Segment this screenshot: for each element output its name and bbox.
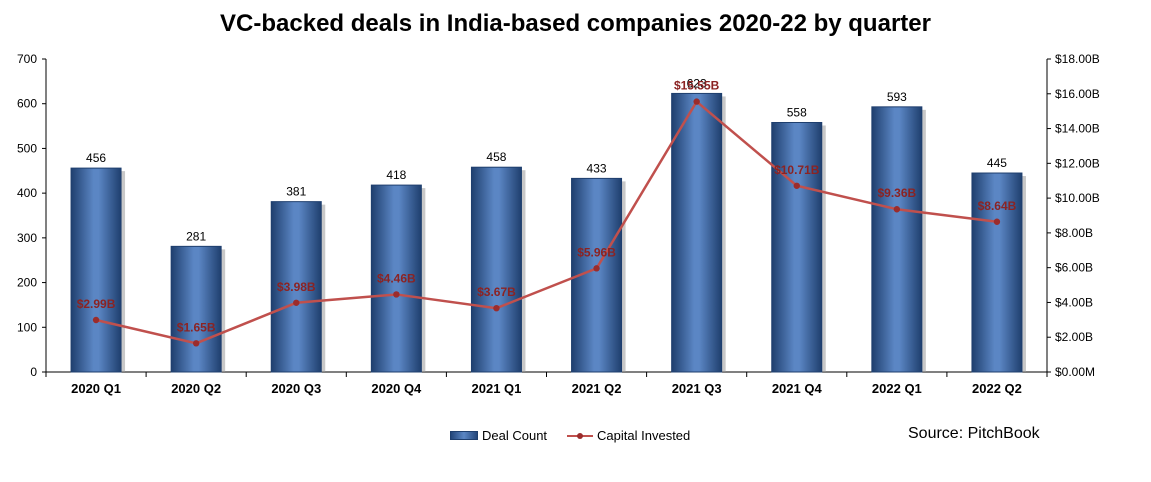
- line-value-label: $5.96B: [577, 245, 616, 259]
- x-tick-label: 2020 Q1: [71, 381, 121, 396]
- data-labels: 456 281 381 418 458 433 623 558 593 445 $2.99B $1.6…: [77, 76, 1017, 334]
- y-left-tick-label: 500: [17, 141, 37, 155]
- y-left-tick-label: 100: [17, 320, 37, 334]
- line-value-label: $3.67B: [477, 285, 516, 299]
- x-tick-label: 2022 Q1: [872, 381, 922, 396]
- y-right-tick-label: $12.00B: [1055, 156, 1100, 170]
- bar-value-label: 456: [86, 151, 106, 165]
- x-tick-label: 2022 Q2: [972, 381, 1022, 396]
- line-value-label: $10.71B: [774, 163, 820, 177]
- x-tick-label: 2020 Q2: [171, 381, 221, 396]
- y-right-tick-label: $0.00M: [1055, 365, 1095, 379]
- line-point: [493, 304, 500, 312]
- x-tick-label: 2021 Q4: [772, 381, 823, 396]
- line-value-label: $9.36B: [877, 186, 916, 200]
- line-value-label: $8.64B: [978, 199, 1017, 213]
- y-right-tick-label: $10.00B: [1055, 191, 1100, 205]
- y-right-tick-label: $2.00B: [1055, 330, 1093, 344]
- y-right-tick-label: $8.00B: [1055, 226, 1093, 240]
- y-left-tick-label: 600: [17, 97, 37, 111]
- line-point: [593, 265, 600, 272]
- bar-value-label: 593: [887, 90, 907, 104]
- bar-value-label: 433: [587, 161, 607, 175]
- line-value-label: $4.46B: [377, 271, 416, 285]
- x-tick-label: 2021 Q3: [672, 381, 722, 396]
- bar-value-label: 458: [486, 150, 506, 164]
- line-point: [793, 182, 800, 189]
- legend-line-swatch: [567, 431, 594, 441]
- bar: [370, 184, 422, 373]
- legend: Deal Count Capital Invested: [450, 428, 710, 443]
- x-tick-label: 2020 Q4: [371, 381, 422, 396]
- line-point: [993, 218, 1001, 225]
- bar: [470, 166, 522, 373]
- y-right-tick-label: $4.00B: [1055, 295, 1093, 309]
- y-left-tick-label: 300: [17, 231, 37, 245]
- chart-title: VC-backed deals in India-based companies…: [220, 10, 931, 37]
- legend-label-capital-invested: Capital Invested: [597, 428, 691, 443]
- legend-bar-swatch: [450, 431, 478, 440]
- bar: [771, 121, 823, 373]
- line-value-label: $1.65B: [177, 320, 216, 334]
- line-point: [192, 340, 200, 347]
- bar: [971, 172, 1023, 373]
- bar: [170, 245, 222, 373]
- y-right-tick-label: $14.00B: [1055, 122, 1100, 136]
- line-point: [893, 206, 901, 213]
- bar: [671, 92, 723, 373]
- x-tick-label: 2021 Q2: [572, 381, 622, 396]
- bar-value-label: 623: [687, 76, 707, 90]
- line-value-label: $2.99B: [77, 297, 116, 311]
- y-right-tick-label: $18.00B: [1055, 52, 1100, 66]
- y-left-tick-label: 0: [30, 365, 37, 379]
- y-right-tick-label: $6.00B: [1055, 261, 1093, 275]
- y-right-tick-label: $16.00B: [1055, 87, 1100, 101]
- line-value-label: $3.98B: [277, 280, 316, 294]
- y-left-tick-label: 700: [17, 52, 37, 66]
- capital-invested-line: [95, 99, 998, 345]
- bar-value-label: 418: [386, 168, 406, 182]
- legend-item-capital-invested: Capital Invested: [567, 428, 690, 443]
- source-note: Source: PitchBook: [908, 425, 1040, 442]
- line-point: [92, 316, 100, 324]
- line-point: [393, 291, 400, 298]
- x-tick-label: 2020 Q3: [271, 381, 321, 396]
- bar-value-label: 281: [186, 229, 206, 243]
- x-tick-label: 2021 Q1: [472, 381, 522, 396]
- bar: [270, 201, 322, 373]
- bar-value-label: 381: [286, 185, 306, 199]
- legend-label-deal-count: Deal Count: [482, 428, 548, 443]
- bar: [70, 167, 122, 373]
- y-left-tick-label: 400: [17, 186, 37, 200]
- y-left-tick-label: 200: [17, 276, 37, 290]
- line-point: [293, 299, 300, 306]
- bar-value-label: 558: [787, 105, 807, 119]
- line-series: [92, 98, 1001, 347]
- bar: [871, 106, 923, 373]
- bar-value-label: 445: [987, 156, 1007, 170]
- line-point: [693, 98, 700, 105]
- line-value-label: $15.55B: [674, 79, 720, 93]
- legend-item-deal-count: Deal Count: [450, 428, 547, 443]
- bar-series: [70, 92, 1026, 373]
